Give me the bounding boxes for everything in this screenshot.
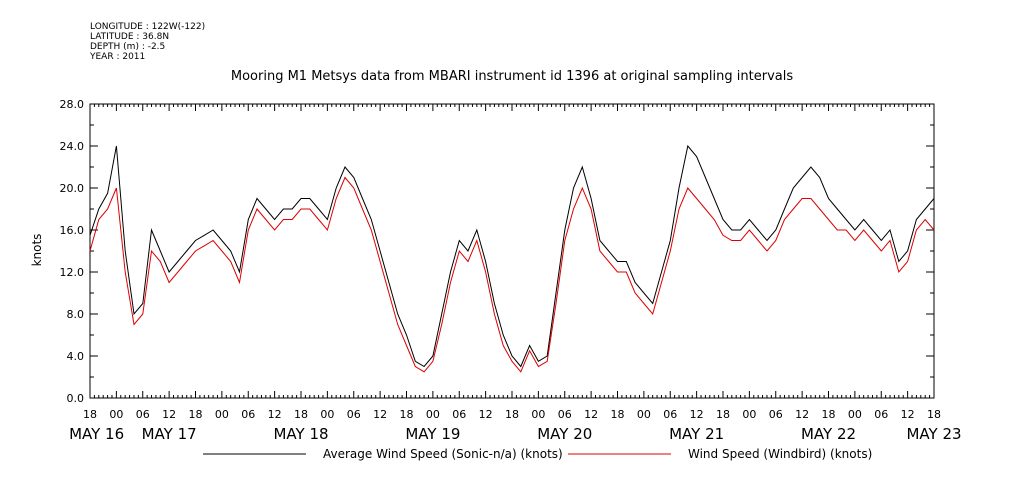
x-tick-label: 18: [294, 408, 308, 421]
series-layer: [89, 144, 935, 373]
x-tick-label: 06: [241, 408, 255, 421]
y-tick-label: 28.0: [60, 98, 85, 111]
date-label: MAY 19: [405, 425, 460, 443]
meta-year: YEAR : 2011: [89, 52, 145, 62]
plot-frame: [89, 103, 935, 399]
date-label: MAY 20: [537, 425, 592, 443]
x-tick-label: 06: [874, 408, 888, 421]
x-tick-label: 12: [268, 408, 282, 421]
x-tick-label: 00: [637, 408, 651, 421]
legend-label-windbird: Wind Speed (Windbird) (knots): [688, 447, 872, 461]
x-tick-label: 06: [663, 408, 677, 421]
x-tick-label: 00: [426, 408, 440, 421]
y-tick-label: 16.0: [60, 224, 85, 237]
x-tick-label: 00: [531, 408, 545, 421]
meta-depth: DEPTH (m) : -2.5: [90, 42, 165, 52]
date-label: MAY 17: [142, 425, 197, 443]
date-label: MAY 22: [801, 425, 856, 443]
date-label: MAY 16: [69, 425, 124, 443]
x-tick-label: 00: [215, 408, 229, 421]
x-tick-label: 18: [822, 408, 836, 421]
x-tick-label: 00: [848, 408, 862, 421]
y-tick-label: 4.0: [67, 350, 85, 363]
x-tick-label: 18: [83, 408, 97, 421]
x-tick-label: 12: [901, 408, 915, 421]
date-label: MAY 21: [669, 425, 724, 443]
y-tick-label: 8.0: [67, 308, 85, 321]
x-tick-label: 00: [109, 408, 123, 421]
x-tick-label: 12: [690, 408, 704, 421]
x-axis: 18 00 06 12 18 00 06 12 18 00 06 12 18 00 06 12 18 00 06 12…: [69, 104, 962, 443]
legend: Average Wind Speed (Sonic-n/a) (knots) W…: [203, 447, 872, 461]
meta-longitude: LONGITUDE : 122W(-122): [90, 22, 205, 32]
y-axis: 0.0 4.0 8.0 12.0 16.0 20.0 24.0 28.0: [60, 98, 934, 405]
x-tick-label: 12: [162, 408, 176, 421]
x-tick-label: 18: [716, 408, 730, 421]
series-line-1: [89, 176, 935, 373]
x-tick-label: 18: [927, 408, 941, 421]
x-tick-label: 12: [584, 408, 598, 421]
chart-title: Mooring M1 Metsys data from MBARI instru…: [231, 69, 793, 84]
y-tick-label: 24.0: [60, 140, 85, 153]
y-tick-label: 12.0: [60, 266, 85, 279]
x-tick-label: 18: [505, 408, 519, 421]
x-tick-label: 06: [136, 408, 150, 421]
date-label: MAY 18: [273, 425, 328, 443]
date-label: MAY 23: [906, 425, 961, 443]
y-tick-label: 20.0: [60, 182, 85, 195]
legend-label-sonic: Average Wind Speed (Sonic-n/a) (knots): [323, 447, 563, 461]
y-axis-label: knots: [30, 234, 44, 267]
meta-latitude: LATITUDE : 36.8N: [90, 32, 169, 42]
y-tick-label: 0.0: [67, 392, 85, 405]
x-tick-label: 00: [742, 408, 756, 421]
x-tick-label: 06: [769, 408, 783, 421]
x-tick-label: 18: [611, 408, 625, 421]
x-tick-label: 12: [373, 408, 387, 421]
x-tick-label: 06: [452, 408, 466, 421]
x-tick-label: 06: [347, 408, 361, 421]
x-tick-label: 00: [320, 408, 334, 421]
series-line-0: [89, 144, 935, 368]
x-tick-label: 12: [795, 408, 809, 421]
x-tick-label: 18: [400, 408, 414, 421]
x-tick-label: 12: [479, 408, 493, 421]
x-tick-label: 06: [558, 408, 572, 421]
x-tick-label: 18: [189, 408, 203, 421]
